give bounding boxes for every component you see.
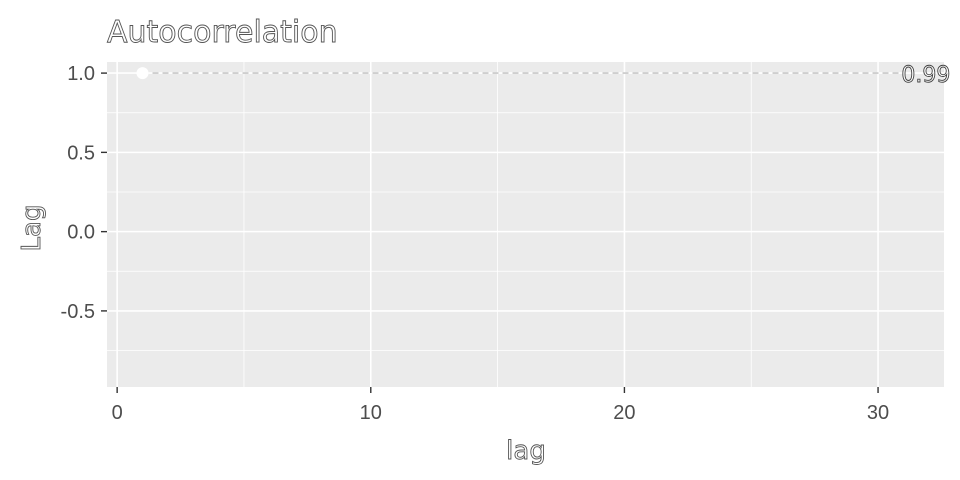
x-tick-label-1: 10 (360, 402, 382, 424)
x-tick-label-0: 0 (112, 402, 123, 424)
data-label-0: 0.99 (901, 63, 950, 88)
x-tick-label-2: 20 (613, 402, 635, 424)
chart-title: Autocorrelation (107, 15, 338, 50)
points-layer (136, 67, 149, 80)
y-tick-label-1: 0.5 (67, 142, 95, 164)
plot-panel (107, 62, 944, 387)
y-axis-ticks: 1.0 0.5 0.0 -0.5 (61, 63, 107, 323)
y-tick-label-0: 1.0 (67, 63, 95, 85)
x-tick-label-3: 30 (867, 402, 889, 424)
data-point-0 (136, 67, 149, 80)
x-axis-ticks: 0 10 20 30 (112, 387, 889, 424)
data-labels: 0.99 (901, 63, 951, 89)
x-axis-title: lag (506, 436, 546, 466)
y-tick-label-2: 0.0 (67, 222, 95, 244)
y-axis-title: Lag (17, 205, 47, 252)
y-tick-label-3: -0.5 (61, 301, 95, 323)
minor-gridlines (107, 62, 944, 387)
